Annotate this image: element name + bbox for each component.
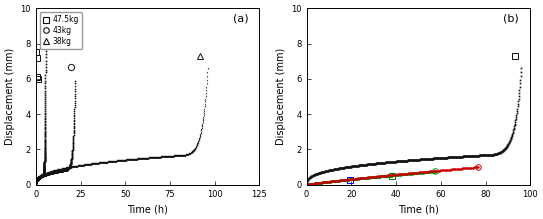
Y-axis label: Displacement (mm): Displacement (mm) (5, 48, 15, 145)
X-axis label: Time (h): Time (h) (127, 204, 168, 214)
Text: (b): (b) (503, 14, 519, 24)
Y-axis label: Displacement (mm): Displacement (mm) (276, 48, 286, 145)
Text: (a): (a) (232, 14, 248, 24)
X-axis label: Time (h): Time (h) (398, 204, 439, 214)
Legend: 47.5kg, 43kg, 38kg: 47.5kg, 43kg, 38kg (40, 12, 82, 49)
